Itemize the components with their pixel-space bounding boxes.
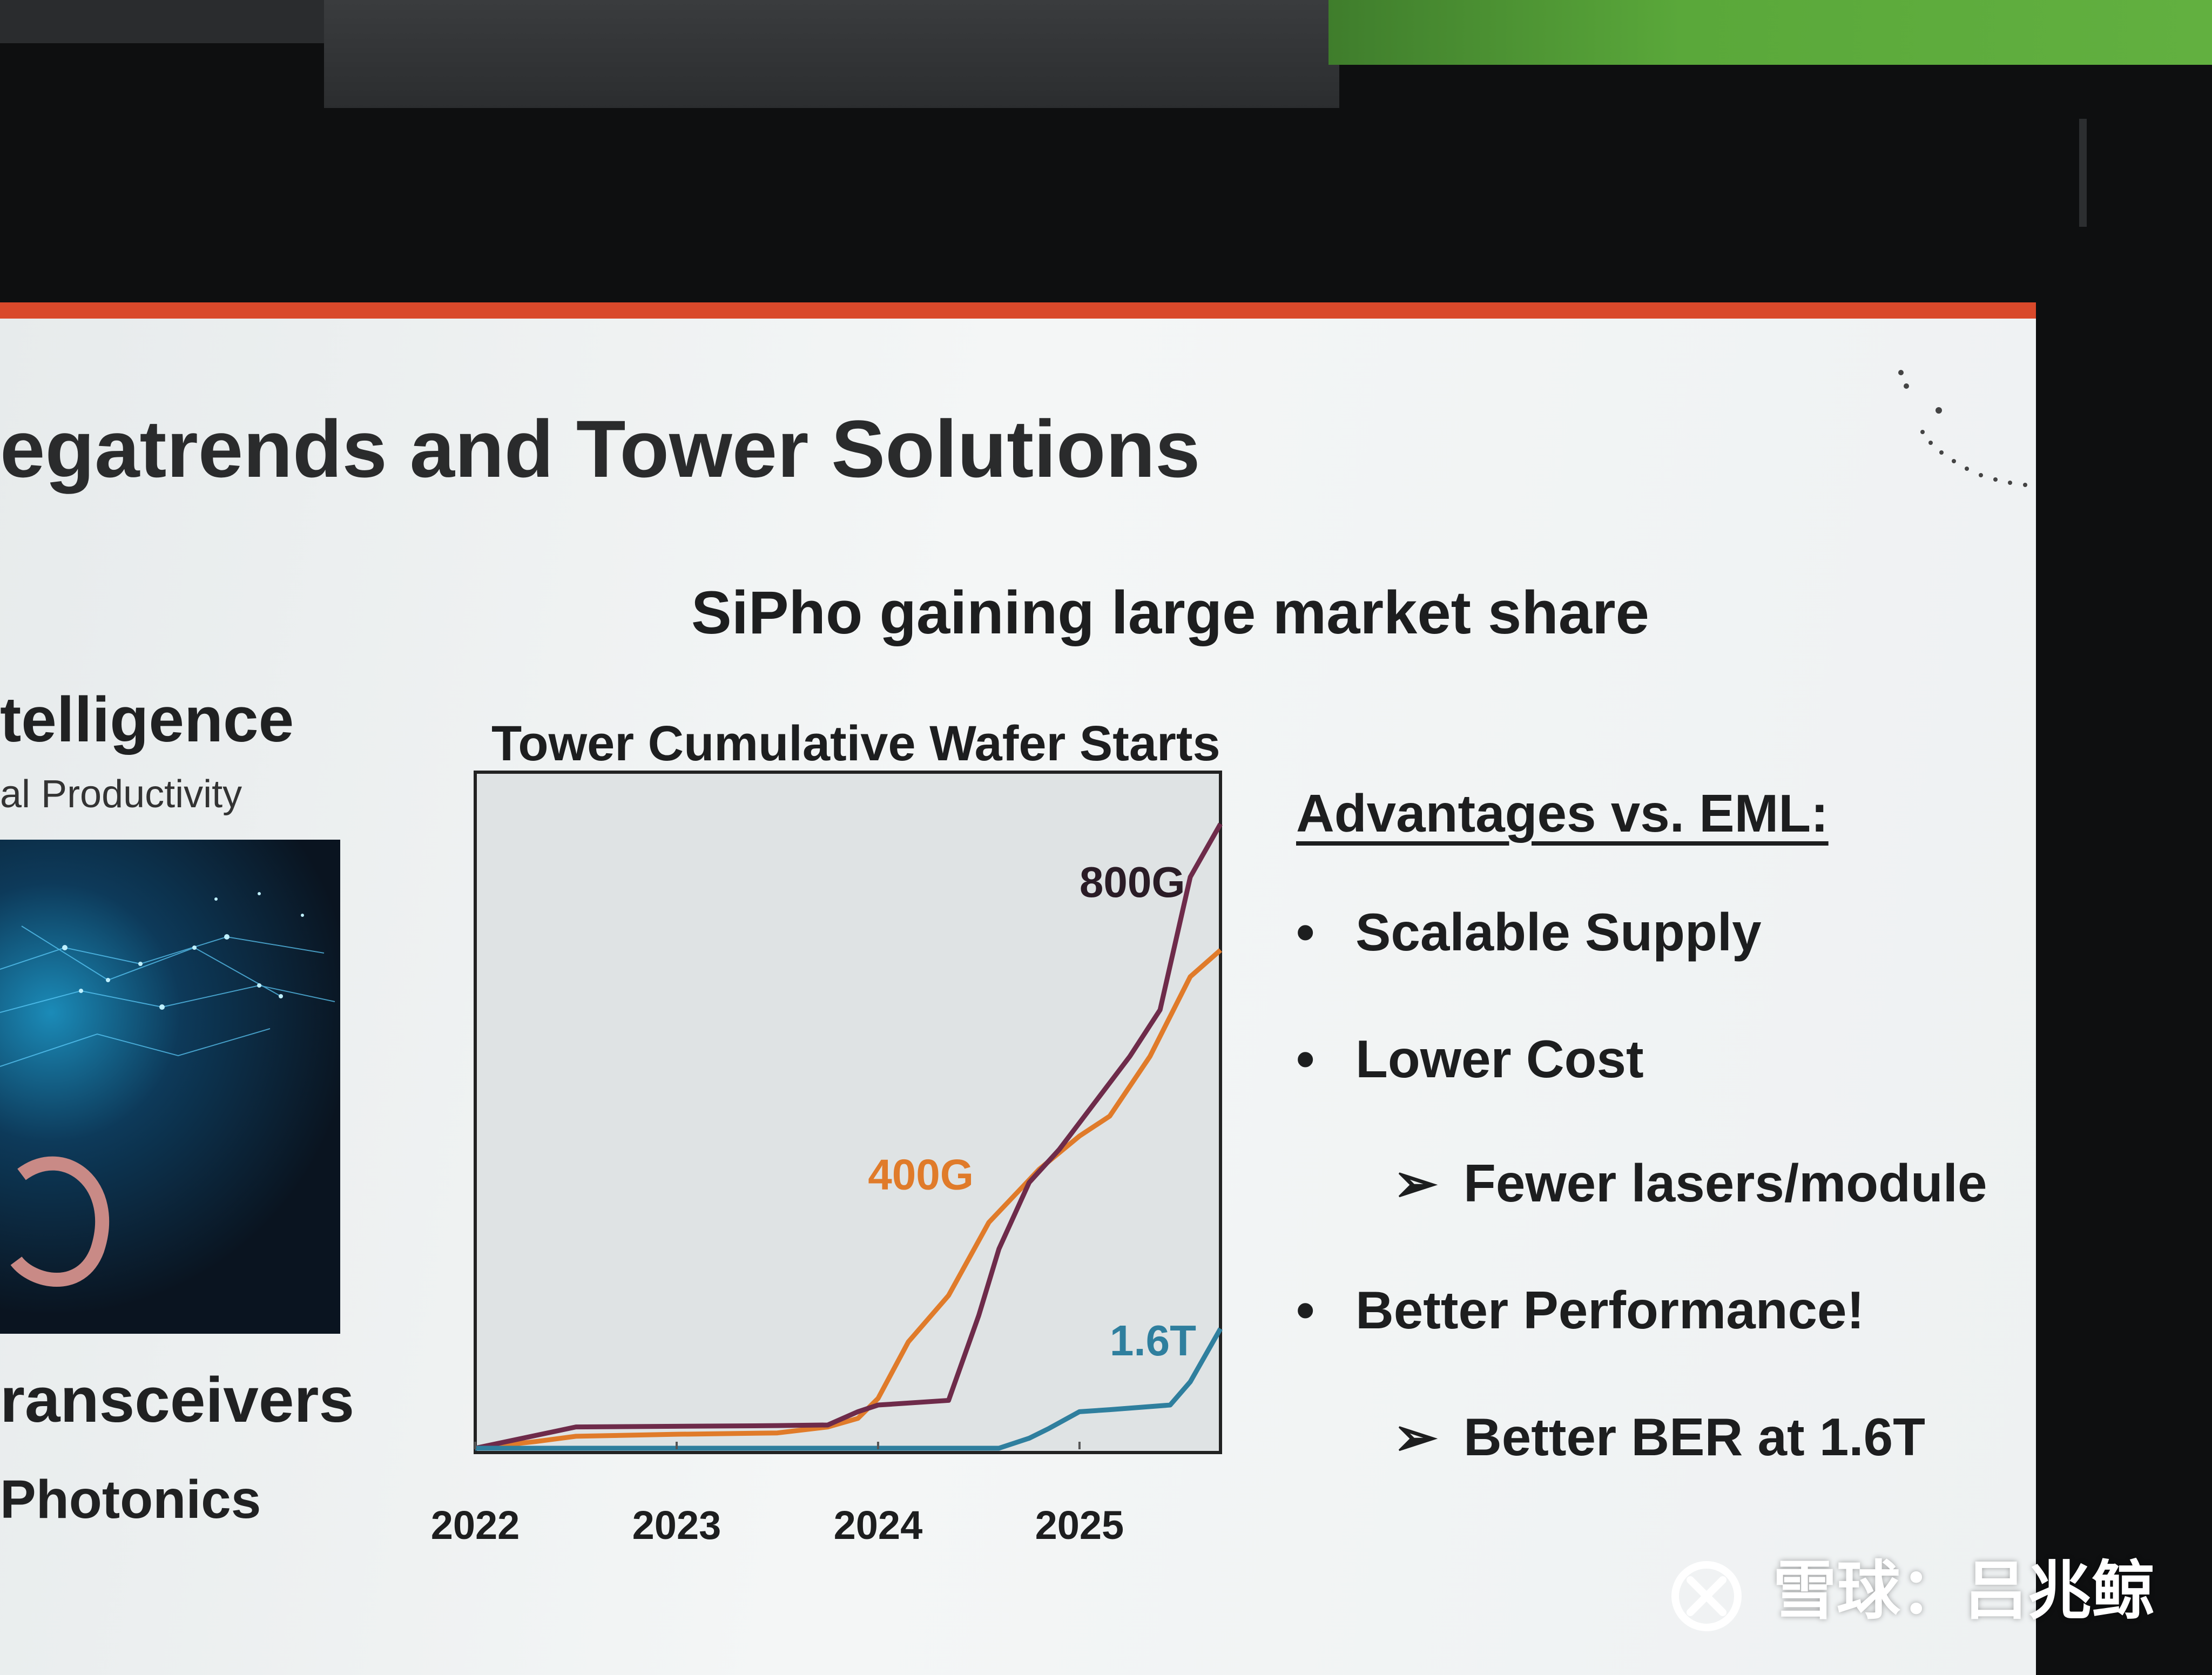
- bullet-dot-icon: •: [1296, 1280, 1315, 1340]
- xueqiu-logo-icon: [1671, 1561, 1742, 1631]
- advantage-text: Better Performance!: [1355, 1280, 1865, 1340]
- arrow-bullet-icon: ➢: [1393, 1407, 1438, 1467]
- advantages-header: Advantages vs. EML:: [1296, 784, 1829, 843]
- advantage-text: Lower Cost: [1355, 1029, 1644, 1089]
- green-ambient-light: [1328, 0, 2212, 65]
- watermark-text: 雪球：吕兆鲸: [1772, 1556, 2155, 1627]
- ai-brain-image: [0, 840, 340, 1334]
- advantage-text: Fewer lasers/module: [1464, 1153, 1987, 1213]
- chart-title: SiPho gaining large market share: [691, 579, 1649, 646]
- projected-slide: egatrends and Tower Solutions telligence…: [0, 302, 2036, 1675]
- wafer-starts-chart: 2022 2023 2024 2025 400G 800G 1.6T: [431, 771, 1223, 1548]
- advantage-item: • Lower Cost: [1296, 1029, 1644, 1090]
- screen-frame-edge: [2079, 119, 2087, 227]
- advantage-item: • Better Performance!: [1296, 1280, 1864, 1341]
- x-tick-label: 2022: [431, 1503, 520, 1548]
- series-label-400g: 400G: [868, 1150, 974, 1198]
- series-line-800g: [475, 822, 1223, 1451]
- advantage-text: Scalable Supply: [1355, 902, 1762, 962]
- arrow-bullet-icon: ➢: [1393, 1153, 1438, 1213]
- left-bottom-heading: ransceivers: [0, 1365, 355, 1436]
- series-line-1-6t: [475, 1327, 1223, 1451]
- chart-subtitle: Tower Cumulative Wafer Starts: [491, 716, 1220, 771]
- series-line-400g: [475, 948, 1222, 1451]
- x-tick-label: 2025: [1035, 1503, 1124, 1548]
- ceiling-fixture: [324, 0, 1339, 108]
- left-section-heading: telligence: [0, 684, 294, 755]
- slide-title: egatrends and Tower Solutions: [0, 403, 1201, 494]
- plot-area: [474, 771, 1222, 1454]
- bullet-dot-icon: •: [1296, 902, 1315, 962]
- advantage-item: ➢ Better BER at 1.6T: [1393, 1407, 1925, 1468]
- advantage-item: ➢ Fewer lasers/module: [1393, 1153, 1987, 1214]
- series-label-800g: 800G: [1080, 858, 1185, 906]
- left-section-subheading: al Productivity: [0, 773, 242, 816]
- advantage-item: • Scalable Supply: [1296, 902, 1762, 963]
- watermark: 雪球：吕兆鲸: [1669, 1539, 2155, 1634]
- advantage-text: Better BER at 1.6T: [1464, 1407, 1926, 1467]
- bullet-dot-icon: •: [1296, 1029, 1315, 1089]
- x-tick-label: 2023: [632, 1503, 721, 1548]
- left-bottom-subheading: Photonics: [0, 1469, 261, 1530]
- decorative-dots-icon: [1898, 370, 2027, 487]
- x-tick-label: 2024: [834, 1503, 923, 1548]
- series-label-1-6t: 1.6T: [1110, 1316, 1196, 1365]
